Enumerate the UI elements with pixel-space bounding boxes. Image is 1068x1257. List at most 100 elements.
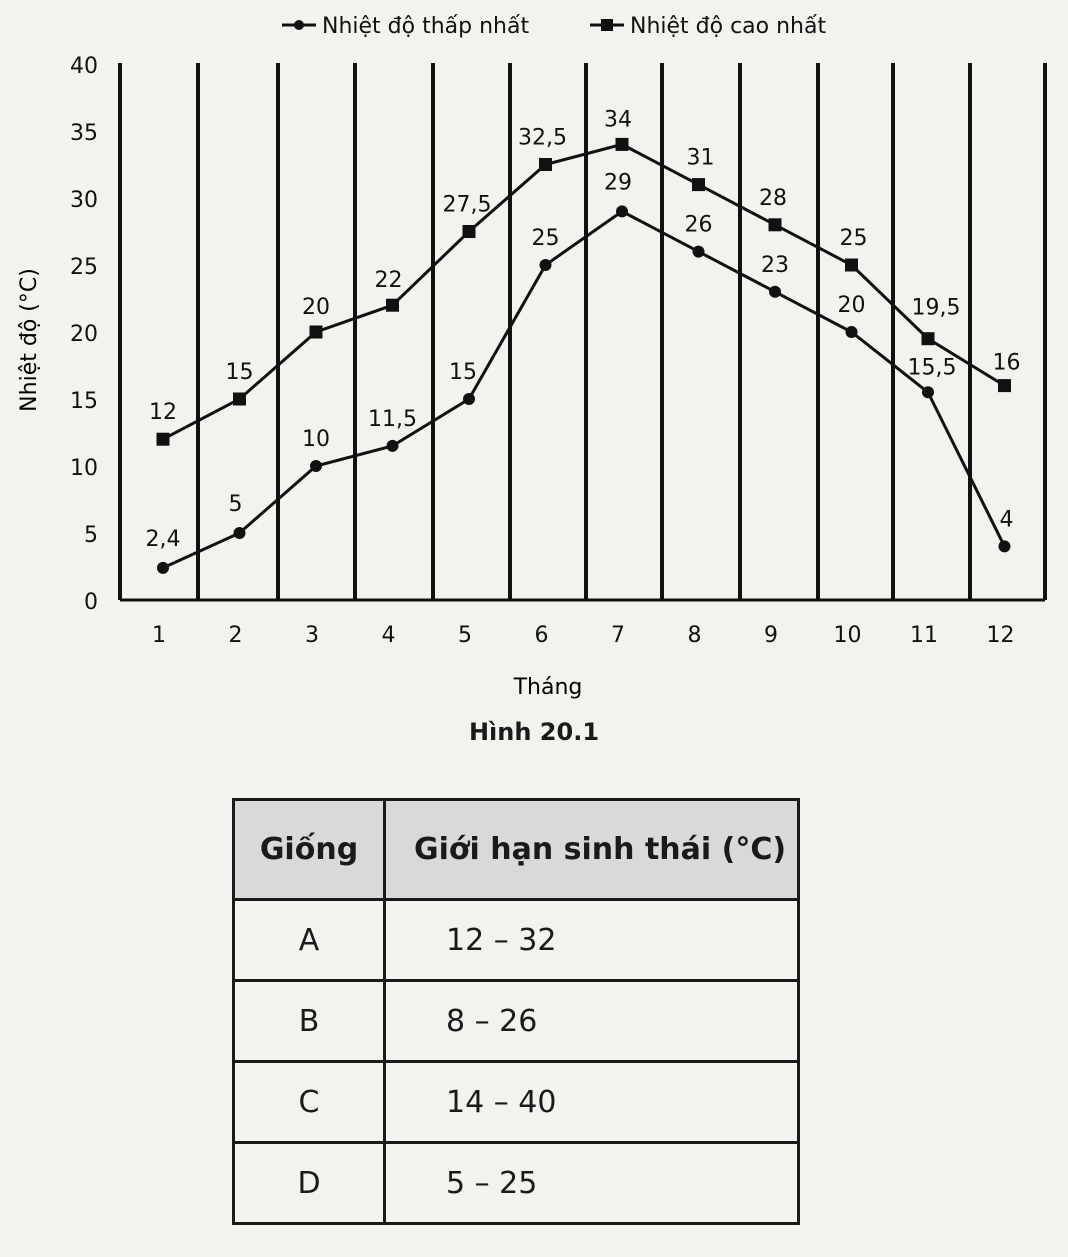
table-row: A 12 – 32: [232, 898, 800, 982]
y-tick-label: 25: [70, 255, 98, 280]
data-point-circle: [233, 527, 246, 539]
data-label: 25: [840, 226, 868, 251]
table-cell-variety: A: [232, 898, 386, 982]
table-header-row: Giống Giới hạn sinh thái (°C): [232, 798, 800, 901]
data-label: 23: [761, 253, 789, 278]
x-tick-label: 1: [152, 623, 166, 648]
data-label: 4: [1000, 507, 1014, 532]
legend-marker-circle: [294, 20, 304, 30]
data-point-circle: [692, 245, 705, 258]
legend-item: Nhiệt độ thấp nhất: [282, 14, 529, 39]
table-row: C 14 – 40: [232, 1060, 800, 1144]
data-label: 29: [604, 170, 632, 195]
chart-series: 2,4 5 10 11,5 15 25 29 26 23 20 15,5 4 12 15 20 22 27,5 3…: [146, 107, 1021, 574]
data-label: 27,5: [443, 193, 492, 218]
data-point-square: [998, 379, 1011, 393]
table-cell-limit: 8 – 26: [383, 979, 800, 1063]
series-line: [162, 142, 1006, 441]
data-label: 15: [226, 360, 254, 385]
chart-legend: Nhiệt độ thấp nhất Nhiệt độ cao nhất: [282, 14, 826, 39]
x-tick-label: 2: [229, 623, 243, 648]
x-tick-label: 5: [458, 623, 472, 648]
data-label: 10: [302, 427, 330, 452]
legend-label: Nhiệt độ cao nhất: [630, 14, 826, 39]
y-tick-label: 15: [70, 389, 98, 414]
data-point-circle: [539, 259, 552, 271]
data-point-circle: [463, 393, 475, 405]
data-point-square: [309, 325, 323, 339]
data-point-circle: [922, 386, 934, 399]
column-header-ecological-limit: Giới hạn sinh thái (°C): [383, 798, 800, 901]
data-label: 32,5: [518, 126, 567, 151]
data-point-square: [156, 432, 170, 446]
x-tick-label: 7: [611, 623, 625, 648]
y-tick-label: 30: [70, 188, 98, 213]
table-row: D 5 – 25: [232, 1141, 800, 1225]
y-axis-label: Nhiệt độ (°C): [17, 268, 42, 412]
data-label: 25: [532, 226, 560, 251]
data-point-circle: [157, 561, 169, 574]
data-label: 2,4: [146, 527, 181, 552]
data-label: 11,5: [368, 407, 417, 432]
x-tick-label: 6: [535, 623, 549, 648]
data-point-square: [233, 392, 246, 406]
data-point-square: [615, 137, 629, 151]
x-tick-label: 11: [910, 623, 938, 648]
table-cell-limit: 12 – 32: [383, 898, 800, 982]
data-point-square: [539, 158, 552, 171]
y-tick-label: 40: [70, 54, 98, 79]
figure-caption: Hình 20.1: [468, 718, 600, 746]
data-label: 15: [449, 360, 477, 385]
data-label: 28: [759, 186, 787, 211]
data-label: 19,5: [912, 296, 961, 321]
data-label: 20: [838, 293, 866, 318]
data-label: 16: [993, 351, 1021, 376]
y-tick-label: 20: [70, 322, 98, 347]
x-tick-label: 12: [987, 623, 1015, 648]
data-label: 26: [685, 213, 713, 238]
data-point-square: [462, 225, 476, 238]
legend-label: Nhiệt độ thấp nhất: [322, 14, 529, 39]
data-point-square: [921, 332, 935, 346]
y-tick-label: 5: [84, 523, 98, 548]
x-tick-label: 4: [382, 623, 396, 648]
x-tick-label: 10: [834, 623, 862, 648]
data-label: 34: [604, 107, 632, 132]
column-header-variety: Giống: [232, 798, 386, 901]
ecological-limits-table: Giống Giới hạn sinh thái (°C) A 12 – 32 …: [232, 798, 800, 1225]
temperature-line-chart: Nhiệt độ thấp nhất Nhiệt độ cao nhất 0 5 10…: [17, 14, 1047, 700]
table-cell-variety: D: [232, 1141, 386, 1225]
series-low-temperature: 2,4 5 10 11,5 15 25 29 26 23 20 15,5 4: [146, 170, 1014, 574]
data-label: 12: [149, 400, 177, 425]
x-tick-label: 8: [688, 623, 702, 648]
data-point-circle: [845, 326, 858, 338]
data-point-square: [692, 178, 705, 192]
data-point-square: [386, 298, 399, 312]
data-point-circle: [386, 439, 399, 452]
data-point-square: [845, 258, 858, 272]
y-tick-label: 10: [70, 456, 98, 481]
data-label: 5: [229, 492, 243, 517]
y-tick-label: 35: [70, 121, 98, 146]
table-row: B 8 – 26: [232, 979, 800, 1063]
x-tick-label: 9: [764, 623, 778, 648]
series-high-temperature: 12 15 20 22 27,5 32,5 34 31 28 25 19,5 16: [149, 107, 1021, 446]
x-axis-label: Tháng: [513, 675, 583, 700]
data-label: 20: [302, 295, 330, 320]
series-line: [162, 209, 1006, 570]
table-cell-variety: B: [232, 979, 386, 1063]
data-point-circle: [616, 205, 628, 218]
x-tick-label: 3: [305, 623, 319, 648]
table-cell-variety: C: [232, 1060, 386, 1144]
data-point-square: [768, 218, 782, 232]
data-point-circle: [310, 460, 322, 472]
table-cell-limit: 5 – 25: [383, 1141, 800, 1225]
chart-gridlines: [118, 63, 1047, 600]
legend-marker-square: [601, 19, 613, 31]
data-point-circle: [998, 540, 1011, 553]
y-tick-label: 0: [84, 590, 98, 615]
data-label: 31: [687, 146, 715, 171]
table-cell-limit: 14 – 40: [383, 1060, 800, 1144]
data-point-circle: [769, 285, 781, 298]
